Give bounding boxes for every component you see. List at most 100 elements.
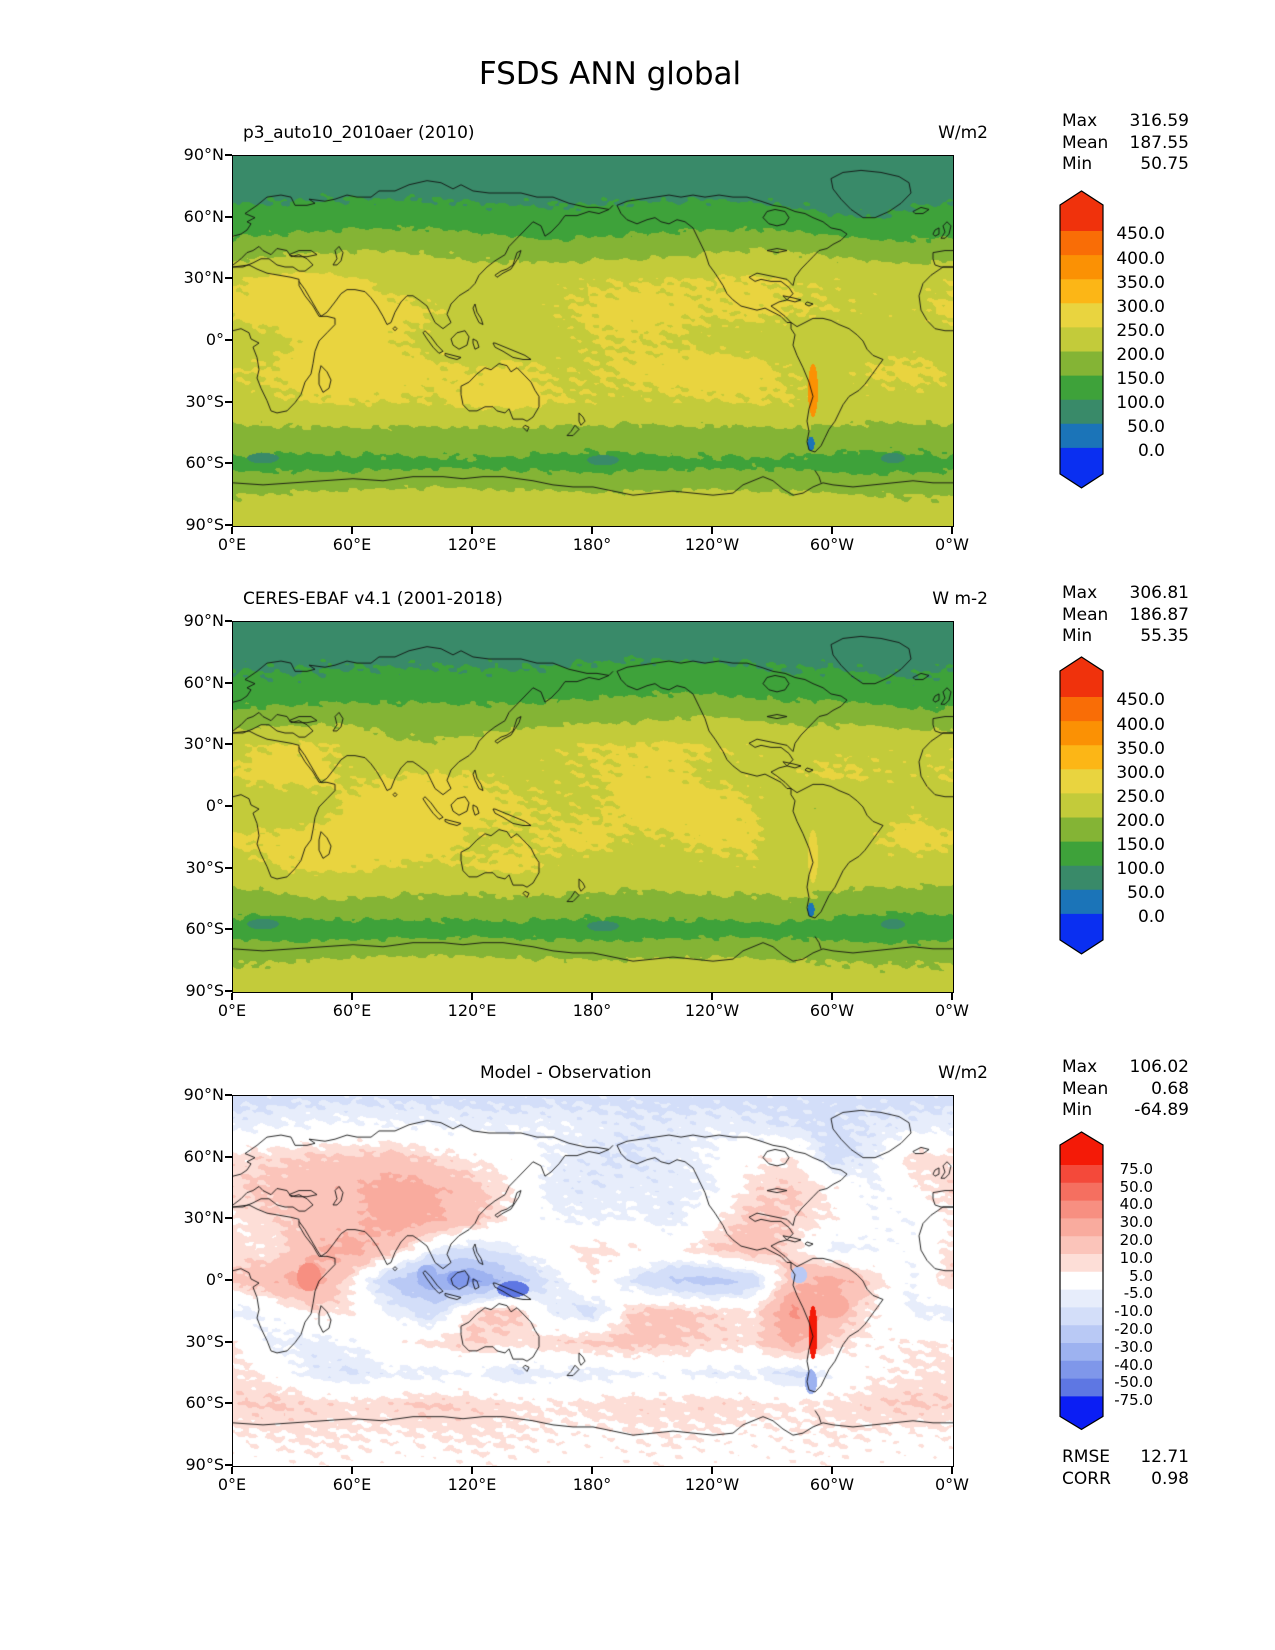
colorbar-tick-label: 350.0 xyxy=(1116,738,1165,759)
lat-tick-label: 60°N xyxy=(183,1146,224,1166)
colorbar-tick-label: 100.0 xyxy=(1116,859,1165,880)
lon-tick-label: 120°W xyxy=(684,535,740,554)
colorbar-tick-label: 50.0 xyxy=(1119,1177,1153,1196)
lon-tick-label: 0°W xyxy=(935,1001,969,1020)
lat-tick xyxy=(225,1279,232,1281)
lon-tick xyxy=(951,1466,953,1474)
metric-label: CORR xyxy=(1062,1468,1111,1489)
lat-tick-label: 60°S xyxy=(185,1393,224,1413)
lat-tick-label: 60°N xyxy=(183,206,224,226)
lat-tick xyxy=(225,805,232,807)
colorbar xyxy=(1059,1131,1104,1431)
lat-tick xyxy=(225,620,232,622)
lat-tick-label: 0° xyxy=(205,330,224,349)
lon-tick-label: 120°E xyxy=(447,1475,497,1494)
metric-label: RMSE xyxy=(1062,1447,1111,1467)
lon-tick-label: 60°W xyxy=(809,535,855,554)
colorbar-tick-label: 250.0 xyxy=(1116,320,1165,341)
colorbar-tick-label: -75.0 xyxy=(1114,1391,1153,1410)
colorbar-tick-label: 400.0 xyxy=(1116,248,1165,269)
colorbar-tick-label: 75.0 xyxy=(1119,1159,1153,1178)
lon-tick xyxy=(711,526,713,534)
lat-tick xyxy=(225,1402,232,1405)
lat-tick-label: 60°S xyxy=(185,919,224,939)
stat-label: Min xyxy=(1062,154,1093,174)
lon-tick-label: 120°W xyxy=(684,1475,740,1494)
colorbar-tick-label: -20.0 xyxy=(1114,1319,1153,1338)
colorbar-tick-label: 450.0 xyxy=(1116,224,1165,245)
colorbar-tick-label: 20.0 xyxy=(1119,1230,1153,1249)
colorbar-tick-label: 150.0 xyxy=(1116,835,1165,856)
lat-tick xyxy=(225,1217,232,1220)
lat-tick xyxy=(225,1464,232,1466)
stat-label: Max xyxy=(1062,1057,1098,1077)
stat-label: Mean xyxy=(1062,132,1109,153)
lon-tick xyxy=(471,1466,473,1474)
lat-tick-label: 60°N xyxy=(183,672,224,692)
colorbar-tick-label: 0.0 xyxy=(1137,907,1165,928)
colorbar-tick-label: 300.0 xyxy=(1116,296,1165,317)
lat-tick-label: 90°N xyxy=(183,611,224,630)
lon-tick xyxy=(831,526,833,534)
panel2-stats: Max 306.81 Mean 186.87 Min 55.35 xyxy=(1062,583,1189,648)
panel3-stats: Max 106.02 Mean 0.68 Min -64.89 xyxy=(1062,1057,1189,1122)
figure-title: FSDS ANN global xyxy=(478,56,742,92)
panel3-map-canvas xyxy=(233,1096,953,1466)
lat-tick xyxy=(225,215,232,218)
lon-tick xyxy=(951,992,953,1000)
lat-tick xyxy=(225,1340,232,1343)
colorbar-tick-label: 350.0 xyxy=(1116,272,1165,293)
lon-tick xyxy=(591,526,593,534)
panel1-units: W/m2 xyxy=(938,123,988,143)
lon-tick xyxy=(591,1466,593,1474)
lon-tick-label: 120°E xyxy=(447,535,497,554)
stat-value: 187.55 xyxy=(1129,132,1189,153)
colorbar-tick-label: 200.0 xyxy=(1116,344,1165,365)
lat-tick-label: 90°N xyxy=(183,145,224,164)
lon-tick xyxy=(711,992,713,1000)
lon-tick-label: 60°E xyxy=(332,535,372,554)
lat-tick-label: 0° xyxy=(205,1270,224,1289)
lon-tick-label: 180° xyxy=(572,535,612,554)
stat-value: 186.87 xyxy=(1129,604,1189,625)
stat-value: 306.81 xyxy=(1129,583,1189,603)
lon-tick xyxy=(471,992,473,1000)
lat-tick xyxy=(225,1155,232,1158)
colorbar-tick-label: 250.0 xyxy=(1116,786,1165,807)
lon-tick-label: 120°W xyxy=(684,1001,740,1020)
lon-tick xyxy=(951,526,953,534)
colorbar-tick-label: 50.0 xyxy=(1127,883,1165,904)
stat-label: Max xyxy=(1062,583,1098,603)
lat-tick-label: 30°S xyxy=(185,391,224,411)
stat-value: 50.75 xyxy=(1140,154,1189,174)
lat-tick-label: 90°S xyxy=(185,1455,224,1474)
panel1-title: p3_auto10_2010aer (2010) xyxy=(243,123,475,143)
stat-label: Mean xyxy=(1062,604,1109,625)
panel1-stats: Max 316.59 Mean 187.55 Min 50.75 xyxy=(1062,111,1189,176)
colorbar-tick-label: -50.0 xyxy=(1114,1373,1153,1392)
metric-value: 12.71 xyxy=(1140,1447,1189,1467)
colorbar-tick-label: -30.0 xyxy=(1114,1337,1153,1356)
colorbar-tick-label: 400.0 xyxy=(1116,714,1165,735)
panel3-units: W/m2 xyxy=(938,1063,988,1083)
lon-tick-label: 0°W xyxy=(935,535,969,554)
lat-tick xyxy=(225,681,232,684)
colorbar-tick-label: 0.0 xyxy=(1137,441,1165,462)
panel2-units: W m-2 xyxy=(932,589,988,609)
stat-value: 316.59 xyxy=(1129,111,1189,131)
metric-value: 0.98 xyxy=(1151,1468,1189,1489)
lat-tick xyxy=(225,743,232,746)
lat-tick-label: 60°S xyxy=(185,453,224,473)
stat-label: Min xyxy=(1062,1100,1093,1120)
lat-tick xyxy=(225,154,232,156)
lon-tick-label: 120°E xyxy=(447,1001,497,1020)
lon-tick xyxy=(351,1466,353,1474)
lat-tick-label: 30°N xyxy=(183,734,224,754)
lon-tick xyxy=(231,526,233,534)
colorbar-tick-label: 10.0 xyxy=(1119,1248,1153,1267)
stat-label: Max xyxy=(1062,111,1098,131)
lon-tick xyxy=(831,992,833,1000)
panel2-map-canvas xyxy=(233,622,953,992)
lon-tick-label: 60°E xyxy=(332,1001,372,1020)
